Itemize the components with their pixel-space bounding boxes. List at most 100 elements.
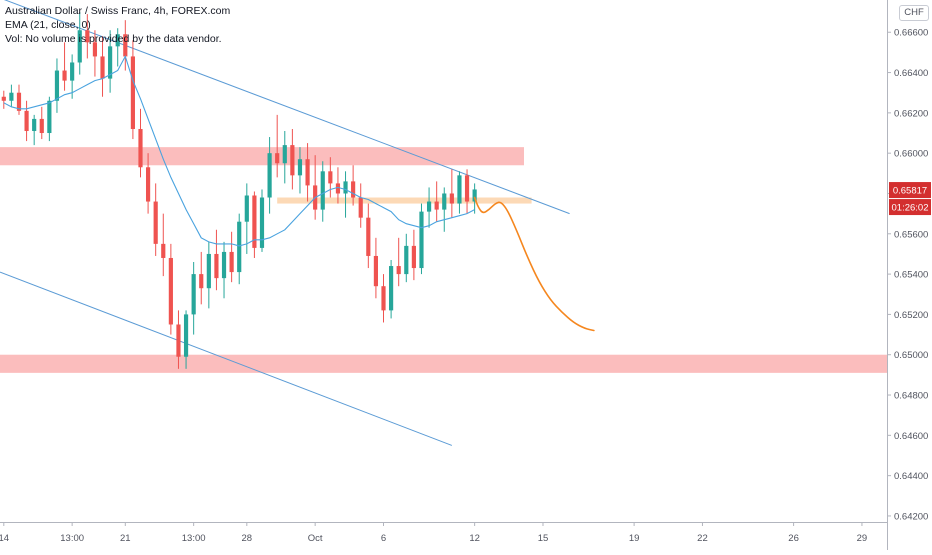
candle-body <box>259 197 265 248</box>
candle <box>229 231 234 283</box>
x-tick-label: 19 <box>629 533 640 544</box>
candle-body <box>138 128 143 168</box>
candle-body <box>396 266 401 275</box>
candle-body <box>24 110 29 132</box>
x-tick-label: 21 <box>120 533 131 544</box>
candle-body <box>77 30 82 63</box>
x-tick-label: 22 <box>697 533 708 544</box>
candle-body <box>123 34 128 57</box>
candle <box>328 157 333 198</box>
x-tick-label: 28 <box>242 533 253 544</box>
candle <box>411 229 416 281</box>
candle-body <box>411 245 416 269</box>
candle-body <box>366 217 371 256</box>
symbol-title[interactable]: Australian Dollar / Swiss Franc, 4h, FOR… <box>5 5 231 17</box>
candle-body <box>229 251 234 273</box>
candle-body <box>426 201 432 212</box>
candle <box>123 20 128 71</box>
candle-body <box>161 243 166 258</box>
candle-body <box>9 92 14 101</box>
zones-layer <box>0 147 887 373</box>
candle-body <box>328 171 333 184</box>
candle <box>396 237 401 287</box>
candle <box>108 30 113 93</box>
candle <box>282 131 287 184</box>
candle <box>54 58 60 113</box>
x-tick-label: 15 <box>538 533 549 544</box>
y-tick-label: 0.65400 <box>894 270 928 281</box>
candle <box>9 84 14 107</box>
candle-body <box>214 253 219 279</box>
candle <box>70 54 75 99</box>
last-price-marker[interactable]: 0.65817 01:26:02 <box>889 182 931 216</box>
candle-body <box>92 42 98 57</box>
candles-layer <box>1 12 477 369</box>
candle <box>267 137 272 214</box>
candle-body <box>145 167 151 202</box>
candle <box>214 229 219 291</box>
projection-path[interactable] <box>473 196 595 332</box>
candle-body <box>335 183 341 194</box>
trendlines-layer <box>0 0 570 446</box>
candle <box>373 237 379 299</box>
candle-body <box>108 46 113 79</box>
chart-legend: Australian Dollar / Swiss Franc, 4h, FOR… <box>5 4 230 46</box>
y-tick-label: 0.64600 <box>894 431 928 442</box>
supply-zone[interactable] <box>0 147 524 166</box>
candle-body <box>32 118 37 132</box>
candle <box>252 191 257 258</box>
candle-body <box>373 255 379 287</box>
candle-body <box>16 92 22 111</box>
candle-body <box>206 253 211 289</box>
ema-indicator-label[interactable]: EMA (21, close, 0) <box>5 19 91 31</box>
ema-line[interactable] <box>3 54 475 247</box>
candle-body <box>252 195 257 248</box>
candle-body <box>100 56 105 79</box>
candle <box>457 171 462 214</box>
x-tick-label: 26 <box>788 533 799 544</box>
candle <box>115 28 120 67</box>
y-tick-label: 0.66600 <box>894 28 928 39</box>
x-tick-label: 6 <box>381 533 386 544</box>
x-tick-label: Oct <box>308 533 323 544</box>
candle-body <box>282 145 287 164</box>
candle <box>16 84 22 115</box>
candle <box>183 310 189 369</box>
volume-note: Vol: No volume is provided by the data v… <box>5 33 222 45</box>
candle-body <box>320 171 325 210</box>
candle-body <box>39 118 44 134</box>
candle-body <box>85 30 90 43</box>
currency-badge[interactable]: CHF <box>899 5 929 21</box>
y-tick-label: 0.65600 <box>894 229 928 240</box>
candle-body <box>419 211 424 269</box>
y-tick-label: 0.66200 <box>894 108 928 119</box>
candle <box>62 42 67 91</box>
candle-body <box>221 251 227 279</box>
candle-body <box>358 197 363 218</box>
candle <box>1 90 6 109</box>
candle <box>320 161 325 222</box>
y-tick-label: 0.64800 <box>894 391 928 402</box>
candle <box>404 233 409 283</box>
candle-body <box>351 181 356 198</box>
candle <box>358 183 363 228</box>
demand-zone[interactable] <box>0 354 887 373</box>
candle <box>130 40 135 140</box>
candle-body <box>237 221 242 273</box>
minor-resistance-zone[interactable] <box>277 197 532 204</box>
candle <box>434 181 439 222</box>
y-tick-label: 0.64200 <box>894 511 928 522</box>
candle <box>168 243 173 335</box>
y-tick-label: 0.64400 <box>894 471 928 482</box>
candle <box>275 114 280 178</box>
trendline-lower[interactable] <box>0 271 453 446</box>
y-tick-label: 0.66400 <box>894 68 928 79</box>
candle-body <box>472 189 477 202</box>
countdown-box <box>889 199 931 216</box>
candle-body <box>275 153 280 164</box>
candle-body <box>115 34 120 47</box>
candle-body <box>54 70 60 101</box>
